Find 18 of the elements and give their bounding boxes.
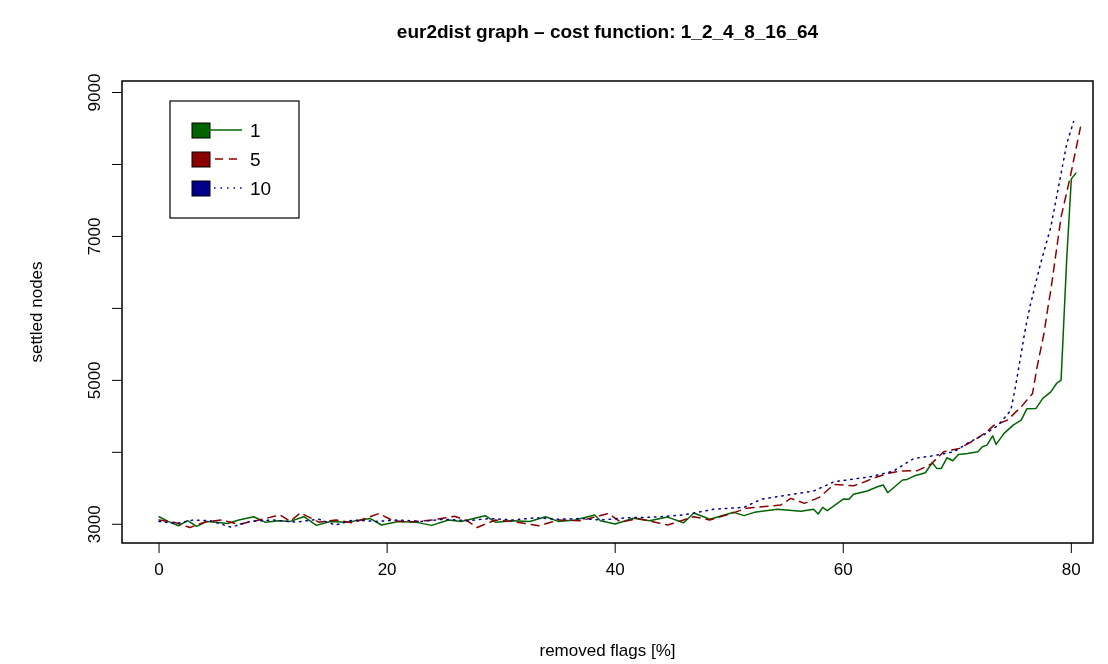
x-tick-label: 20	[377, 560, 397, 579]
y-tick-label: 5000	[85, 361, 104, 400]
y-axis-title: settled nodes	[27, 261, 46, 363]
y-tick-label: 3000	[85, 505, 104, 544]
chart-title: eur2dist graph – cost function: 1_2_4_8_16_64	[396, 21, 819, 42]
legend-item: 5	[191, 149, 261, 170]
y-tick-label: 7000	[85, 217, 104, 256]
x-tick-label: 40	[605, 560, 625, 579]
legend-item: 10	[191, 178, 272, 199]
legend-label: 1	[250, 120, 261, 141]
legend-label: 10	[250, 178, 272, 199]
legend-label: 5	[250, 149, 261, 170]
y-tick-label: 9000	[85, 73, 104, 112]
x-tick-label: 0	[154, 560, 164, 579]
x-tick-label: 60	[833, 560, 853, 579]
x-tick-label: 80	[1061, 560, 1081, 579]
legend-item: 1	[191, 120, 261, 141]
x-axis-title: removed flags [%]	[539, 641, 676, 660]
